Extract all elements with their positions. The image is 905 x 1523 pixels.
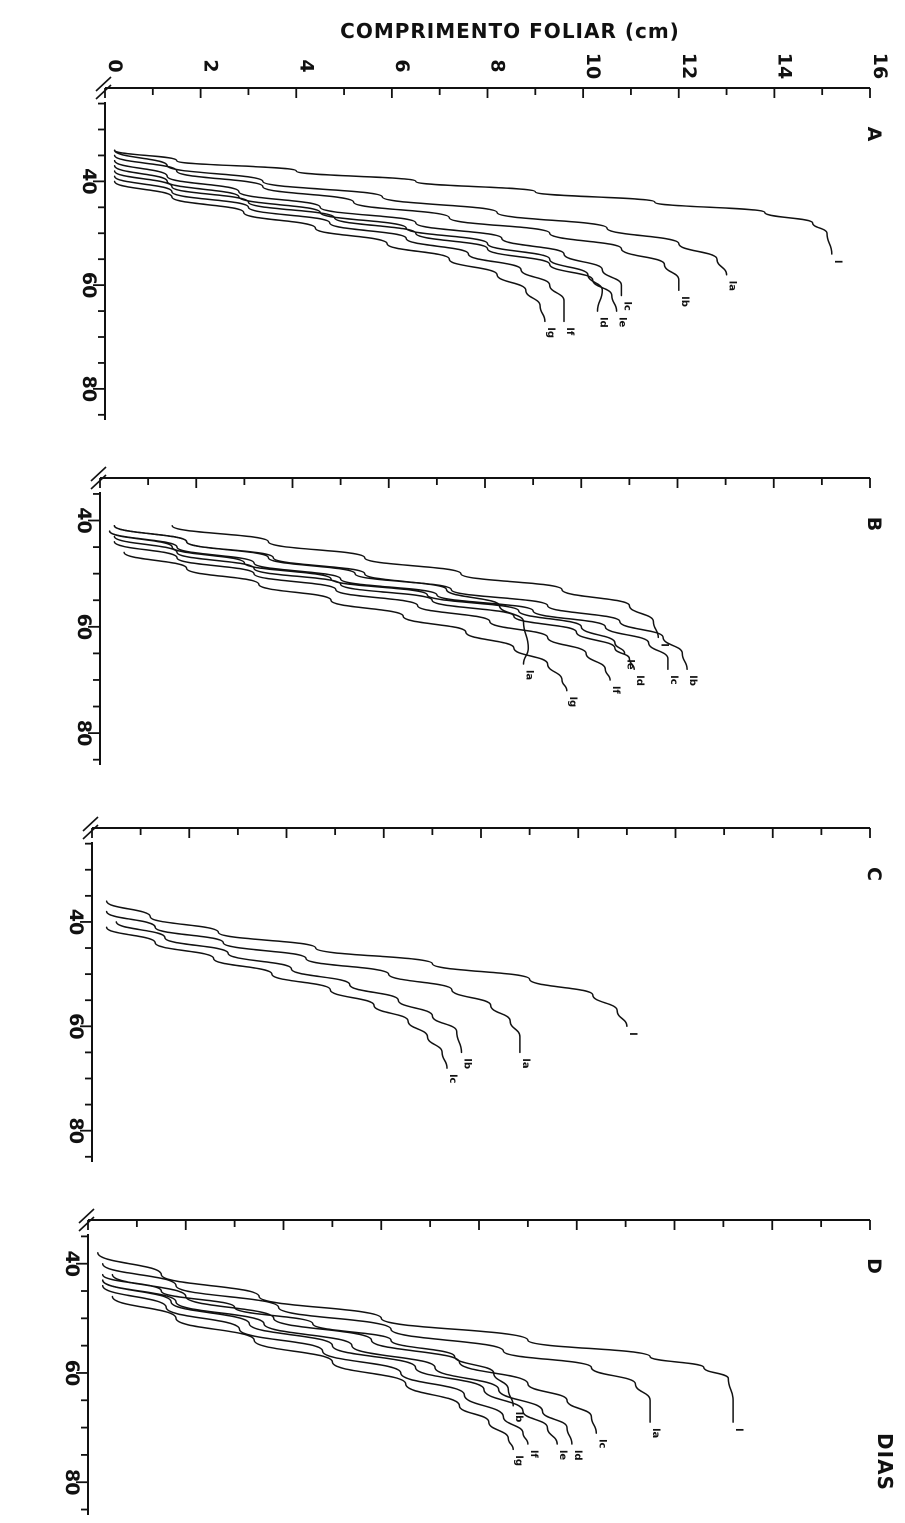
axis-break-mark <box>90 466 107 482</box>
series-line-lc <box>108 530 669 671</box>
value-tick-label: 6 <box>391 59 413 72</box>
axis-break-mark <box>82 816 99 832</box>
axis-break-mark <box>82 824 99 840</box>
series-line-lf <box>113 541 611 681</box>
panel-label: C <box>863 867 885 881</box>
series-label: lc <box>596 1439 607 1448</box>
series-label: le <box>625 659 636 669</box>
series-line-lb <box>101 1273 514 1407</box>
value-tick-label: 10 <box>582 53 604 79</box>
series-line-lf <box>113 175 565 323</box>
series-line-lc <box>105 926 448 1069</box>
series-label: lc <box>621 302 632 311</box>
series-line-ld <box>113 165 604 312</box>
series-line-l <box>171 525 660 639</box>
series-label: lb <box>513 1412 524 1423</box>
series-label: lc <box>668 675 679 684</box>
series-label: la <box>650 1428 661 1438</box>
series-line-lb <box>113 525 688 671</box>
series-label: lg <box>513 1455 524 1466</box>
series-label: lb <box>679 296 690 307</box>
series-label: lg <box>545 327 556 338</box>
day-tick-label: 40 <box>65 909 87 935</box>
panel-label: A <box>863 127 885 142</box>
series-label: ld <box>598 317 609 328</box>
series-line-le <box>101 1279 558 1445</box>
series-line-la <box>113 149 728 276</box>
series-line-lf <box>101 1284 529 1445</box>
series-label: le <box>617 317 628 327</box>
value-tick-label: 8 <box>487 59 509 72</box>
series-line-lg <box>113 180 546 323</box>
day-tick-label: 40 <box>73 507 95 533</box>
series-label: lf <box>564 327 575 335</box>
series-label: l <box>627 1032 638 1035</box>
series-line-ld <box>113 535 635 671</box>
day-tick-label: 60 <box>61 1360 83 1386</box>
y-axis-title: COMPRIMENTO FOLIAR (cm) <box>340 19 680 43</box>
series-line-l <box>113 149 833 255</box>
series-line-l <box>97 1252 734 1423</box>
value-tick-label: 4 <box>295 59 317 72</box>
series-label: lc <box>447 1074 458 1083</box>
series-label: la <box>520 1058 531 1068</box>
series-line-le <box>108 530 626 655</box>
series-line-lg <box>123 551 568 692</box>
series-line-l <box>105 900 628 1028</box>
series-label: l <box>658 643 669 646</box>
panel-label: D <box>863 1258 885 1274</box>
value-tick-label: 12 <box>678 53 700 79</box>
day-tick-label: 80 <box>78 376 100 402</box>
series-label: ld <box>634 675 645 686</box>
series-label: lb <box>687 675 698 686</box>
series-line-lb <box>115 921 463 1054</box>
series-line-ld <box>101 1279 573 1445</box>
day-tick-label: 80 <box>65 1117 87 1143</box>
x-axis-title: DIAS <box>873 1433 897 1491</box>
day-tick-label: 40 <box>78 168 100 194</box>
series-label: la <box>524 670 535 680</box>
axis-break-mark <box>78 1208 95 1224</box>
series-label: l <box>733 1428 744 1431</box>
series-label: le <box>557 1450 568 1460</box>
series-label: lf <box>528 1450 539 1458</box>
panel-label: B <box>863 517 885 531</box>
axis-break-mark <box>95 84 112 100</box>
chart-panels: 0 2 4 6 8 10 12 14 16406080Allalblcleldlflg40608… <box>61 53 891 1515</box>
series-line-lc <box>111 1273 598 1434</box>
axis-break-mark <box>78 1216 95 1232</box>
series-label: lb <box>462 1058 473 1069</box>
value-tick-label: 14 <box>773 53 795 79</box>
day-tick-label: 80 <box>73 720 95 746</box>
series-line-la <box>101 1262 651 1423</box>
series-label: lf <box>610 686 621 694</box>
day-tick-label: 40 <box>61 1250 83 1276</box>
series-label: la <box>727 281 738 291</box>
axis-break-mark <box>90 474 107 490</box>
series-label: ld <box>572 1450 583 1461</box>
series-label: lg <box>567 697 578 708</box>
series-line-lg <box>111 1295 514 1451</box>
day-tick-label: 80 <box>61 1469 83 1495</box>
value-tick-label: 0 <box>104 59 126 72</box>
value-tick-label: 2 <box>200 59 222 72</box>
axis-break-mark <box>95 76 112 92</box>
series-line-le <box>113 170 618 312</box>
day-tick-label: 60 <box>78 272 100 298</box>
series-line-lb <box>113 154 680 292</box>
value-tick-label: 16 <box>869 53 891 79</box>
day-tick-label: 60 <box>65 1013 87 1039</box>
series-label: l <box>832 260 843 263</box>
series-line-lc <box>113 159 623 297</box>
day-tick-label: 60 <box>73 614 95 640</box>
series-line-la <box>105 910 521 1054</box>
